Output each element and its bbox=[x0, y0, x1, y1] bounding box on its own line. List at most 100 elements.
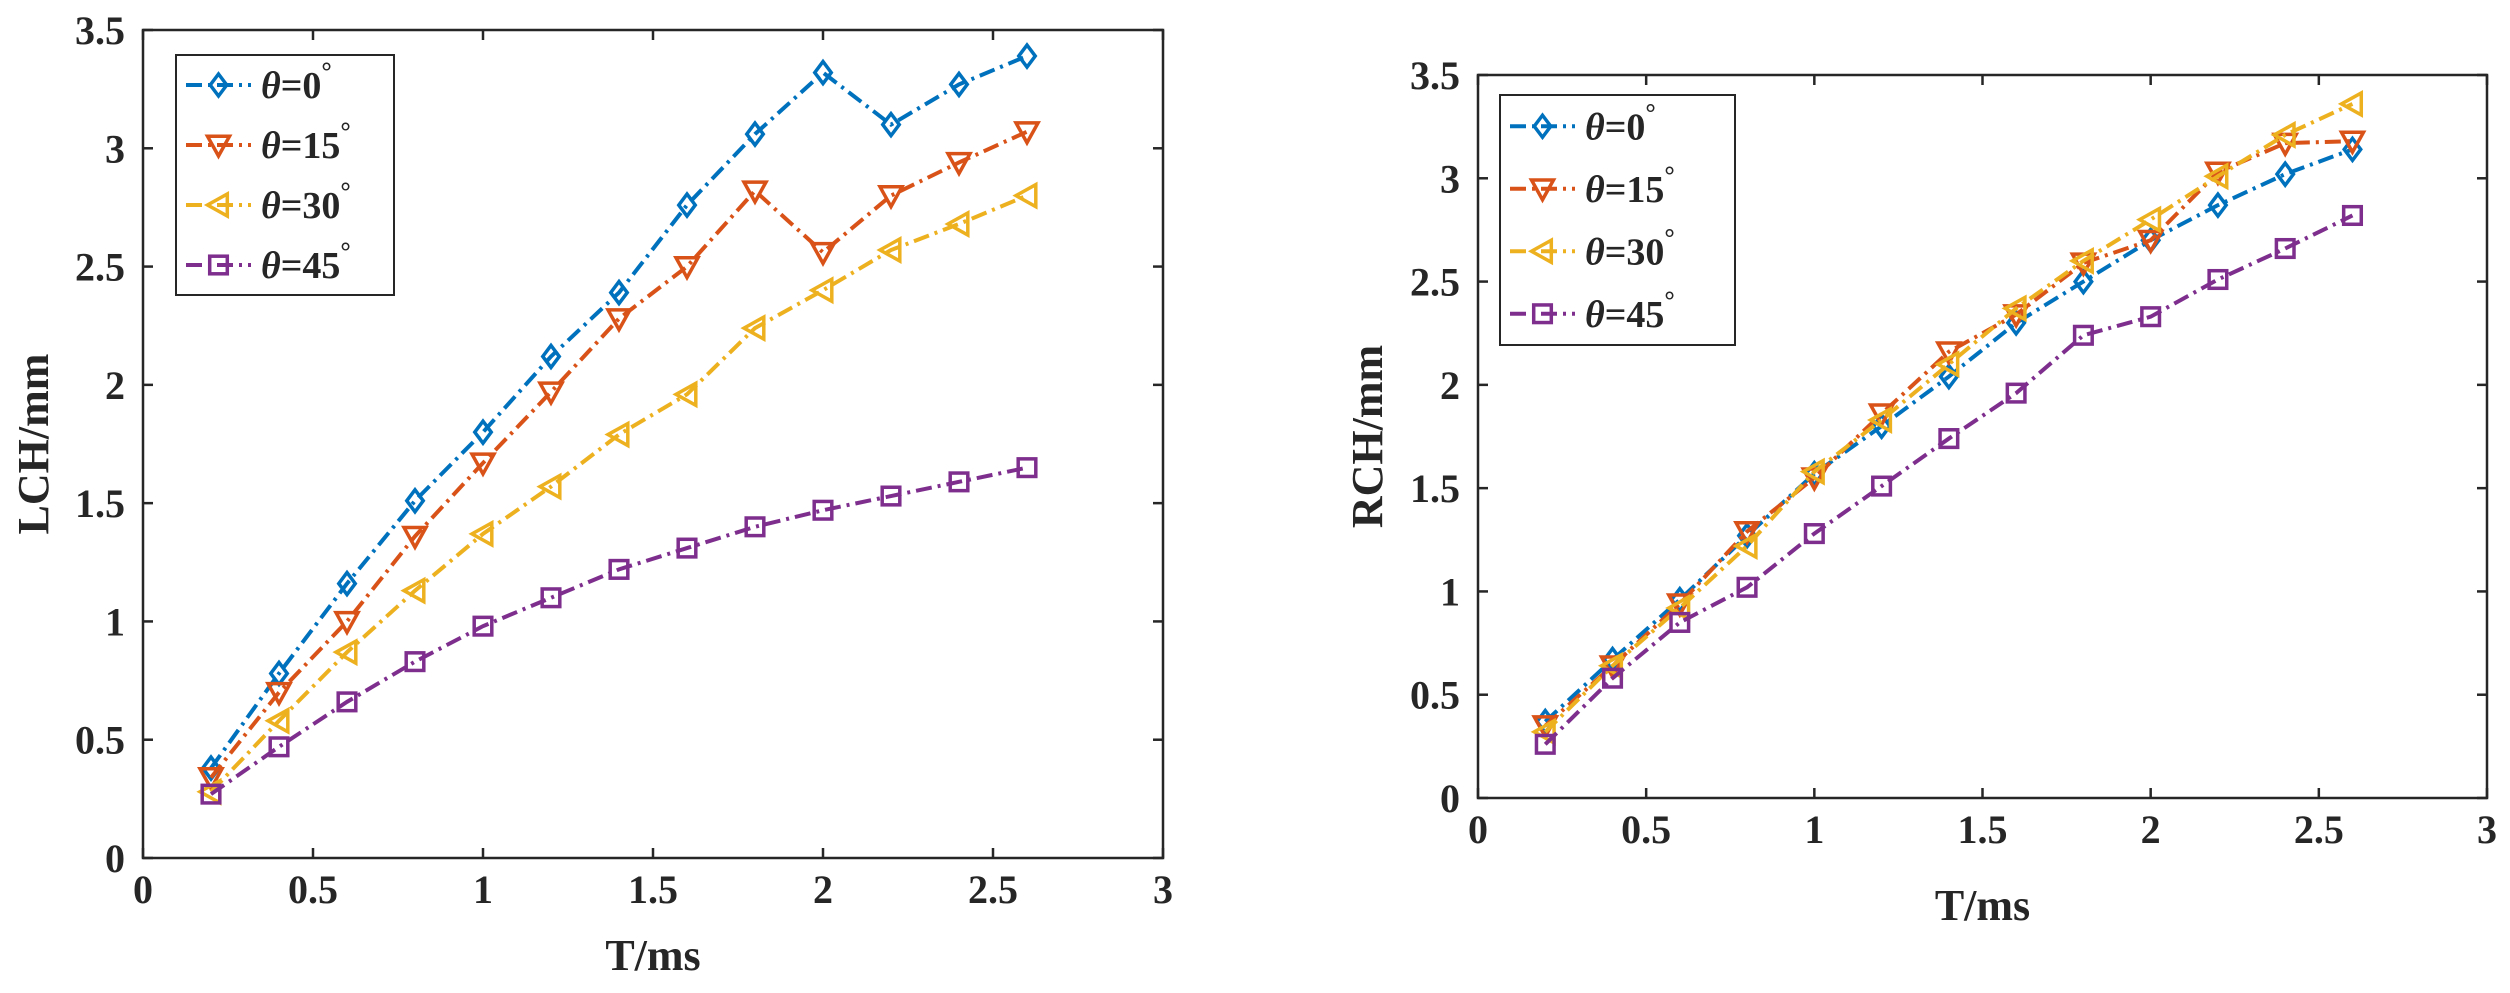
data-point bbox=[1803, 523, 1825, 545]
x-tick-label: 1 bbox=[1804, 807, 1824, 852]
data-point bbox=[1934, 341, 1963, 367]
data-point bbox=[2136, 229, 2165, 255]
legend-label: θ=15° bbox=[261, 117, 351, 167]
data-point bbox=[1732, 532, 1758, 560]
data-point bbox=[400, 576, 426, 605]
data-point bbox=[336, 691, 358, 713]
data-point bbox=[1938, 428, 1960, 450]
legend-marker bbox=[1531, 303, 1554, 325]
series-line bbox=[1543, 213, 2354, 746]
x-tick-label: 0.5 bbox=[1621, 807, 1671, 852]
data-point bbox=[1601, 667, 1624, 689]
data-point bbox=[945, 151, 973, 178]
x-tick-label: 2.5 bbox=[968, 867, 1018, 912]
legend-label: θ=15° bbox=[1585, 161, 1675, 211]
data-point bbox=[676, 191, 698, 219]
data-point bbox=[2005, 382, 2027, 404]
y-tick-label: 0 bbox=[1440, 776, 1460, 821]
data-point bbox=[332, 638, 358, 667]
data-point bbox=[333, 610, 361, 637]
data-point bbox=[812, 58, 834, 87]
y-tick-label: 0.5 bbox=[1410, 673, 1460, 718]
data-point bbox=[876, 236, 902, 264]
data-point bbox=[1012, 181, 1038, 210]
chart-lch: 0 0.5 1 1.5 2 2.5 3 0 0.5 1 1.5 2 2.5 3 3.5 T/ms LCH/mm θ… bbox=[9, 8, 1173, 980]
chart-rch: 0 0.5 1 1.5 2 2.5 3 0 0.5 1 1.5 2 2.5 3 3.5 T/ms RCH/mm θ… bbox=[1343, 53, 2497, 930]
data-point bbox=[200, 783, 222, 805]
y-tick-label: 2.5 bbox=[75, 245, 125, 290]
data-point bbox=[469, 452, 497, 478]
y-tick-label: 1.5 bbox=[1410, 466, 1460, 511]
legend: θ=0° θ=15° θ=30° θ=45° bbox=[175, 54, 395, 296]
y-tick-label: 1 bbox=[1440, 569, 1460, 614]
x-axis-title: T/ms bbox=[1935, 881, 2030, 930]
legend-label: θ=45° bbox=[261, 237, 351, 287]
data-point bbox=[604, 420, 630, 449]
data-point bbox=[472, 615, 494, 637]
data-point bbox=[401, 525, 429, 551]
data-point bbox=[812, 499, 834, 521]
data-point bbox=[2207, 191, 2229, 220]
x-axis-title: T/ms bbox=[605, 931, 700, 980]
data-point bbox=[472, 418, 494, 447]
data-point bbox=[1799, 457, 1825, 486]
data-point bbox=[468, 519, 494, 548]
data-point bbox=[1016, 42, 1038, 70]
legend-marker bbox=[1528, 178, 1557, 204]
data-point bbox=[2203, 162, 2229, 191]
x-tick-label: 2 bbox=[2141, 807, 2161, 852]
series-line bbox=[209, 54, 1028, 770]
series-2 bbox=[196, 181, 1038, 806]
x-tick-label: 2.5 bbox=[2294, 807, 2344, 852]
legend-label: θ=0° bbox=[1585, 98, 1656, 148]
x-tick-label: 2 bbox=[813, 867, 833, 912]
data-point bbox=[2140, 306, 2162, 328]
data-point bbox=[404, 651, 426, 673]
legend: θ=0° θ=15° θ=30° θ=45° bbox=[1499, 94, 1736, 346]
x-tick-label: 1 bbox=[473, 867, 493, 912]
data-point bbox=[265, 681, 293, 708]
data-point bbox=[1534, 733, 1556, 755]
data-point bbox=[2338, 130, 2367, 156]
data-point bbox=[1669, 611, 1691, 633]
data-point bbox=[1736, 576, 1758, 598]
legend-label: θ=0° bbox=[261, 57, 332, 107]
legend-marker bbox=[1532, 112, 1553, 141]
data-point bbox=[540, 342, 562, 371]
data-point bbox=[740, 314, 766, 343]
data-point bbox=[537, 381, 565, 407]
data-point bbox=[605, 308, 633, 334]
data-point bbox=[1013, 121, 1041, 147]
y-axis-title: RCH/mm bbox=[1343, 345, 1392, 528]
data-point bbox=[197, 767, 225, 793]
y-tick-label: 0 bbox=[105, 836, 125, 881]
x-tick-label: 0 bbox=[1468, 807, 1488, 852]
data-point bbox=[676, 537, 698, 559]
data-point bbox=[2270, 120, 2296, 149]
series-3 bbox=[1534, 204, 2364, 755]
data-point bbox=[1016, 457, 1038, 479]
y-axis-title: LCH/mm bbox=[9, 354, 58, 535]
y-tick-label: 2 bbox=[105, 363, 125, 408]
data-point bbox=[1871, 475, 1893, 497]
data-point bbox=[2072, 267, 2094, 296]
data-point bbox=[2001, 294, 2027, 323]
y-tick-label: 2 bbox=[1440, 363, 1460, 408]
data-point bbox=[540, 587, 562, 609]
data-point bbox=[809, 241, 837, 267]
data-point bbox=[2136, 205, 2162, 234]
y-tick-label: 3 bbox=[1440, 156, 1460, 201]
data-point bbox=[404, 486, 426, 515]
series-3 bbox=[200, 457, 1038, 805]
data-point bbox=[268, 736, 290, 758]
data-point bbox=[880, 110, 902, 139]
data-point bbox=[2072, 324, 2094, 346]
series-1 bbox=[197, 121, 1041, 793]
legend-label: θ=30° bbox=[1585, 223, 1675, 273]
data-point bbox=[336, 569, 358, 598]
legend-label: θ=45° bbox=[1585, 286, 1675, 336]
y-tick-label: 3.5 bbox=[1410, 53, 1460, 98]
data-point bbox=[2207, 268, 2229, 291]
data-point bbox=[672, 380, 698, 409]
data-point bbox=[744, 120, 766, 149]
